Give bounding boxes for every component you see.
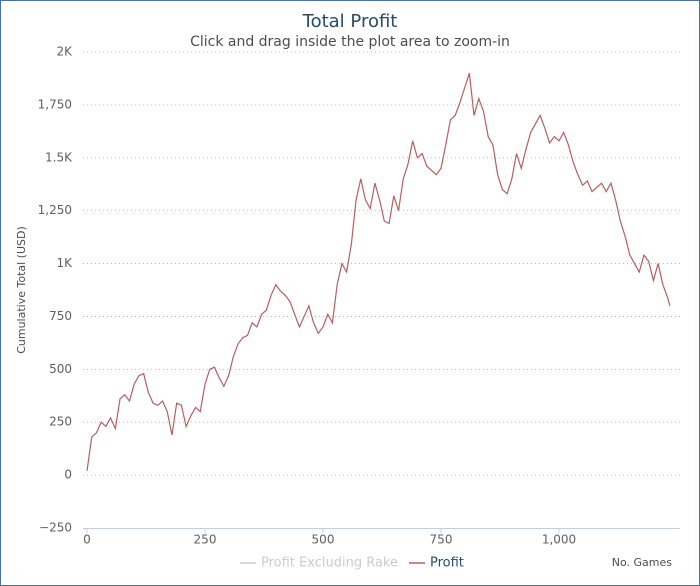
chart-subtitle: Click and drag inside the plot area to z… [190,34,510,50]
y-tick-label: 250 [49,415,72,429]
y-tick-label: 750 [49,309,72,323]
y-tick-label: 1,250 [38,203,72,217]
y-tick-label: −250 [39,521,72,535]
y-tick-label: 1.5K [45,150,73,164]
legend-label: Profit Excluding Rake [261,556,398,571]
x-axis-title: No. Games [612,556,673,569]
y-axis-title: Cumulative Total (USD) [15,226,28,354]
y-tick-label: 1K [56,256,73,270]
x-tick-label: 250 [194,533,217,547]
y-tick-label: 2K [56,45,73,59]
data-line [86,72,671,471]
x-tick-label: 1,000 [542,533,576,547]
x-tick-label: 500 [312,533,335,547]
x-tick-label: 750 [430,533,453,547]
y-tick-label: 500 [49,362,72,376]
chart-title: Total Profit [302,11,398,32]
legend-label: Profit [430,556,464,571]
x-tick-label: 0 [83,533,91,547]
y-tick-label: 0 [64,468,72,482]
y-tick-label: 1,750 [38,97,72,111]
